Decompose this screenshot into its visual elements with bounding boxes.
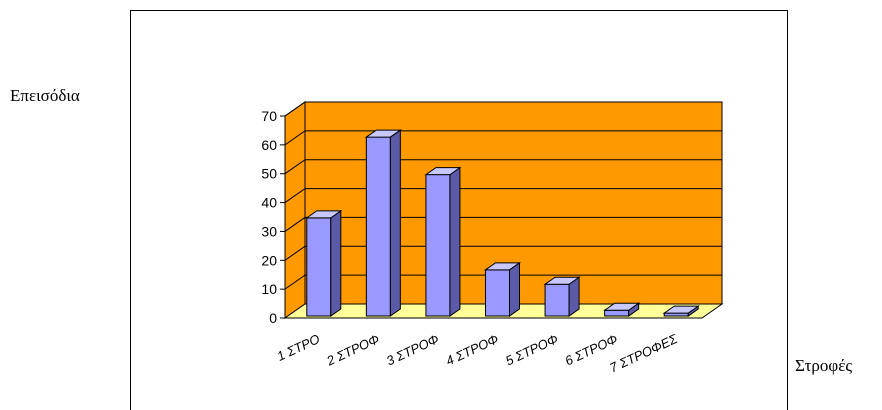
bar-front xyxy=(604,309,630,317)
y-tick-label: 10 xyxy=(261,281,277,297)
x-tick-label: 5 ΣΤΡΟΦ xyxy=(503,331,560,368)
y-tick-label: 60 xyxy=(261,137,277,153)
x-tick-label: 7 ΣΤΡΟΦΕΣ xyxy=(607,331,680,376)
gridline xyxy=(284,101,722,117)
bar-top xyxy=(424,167,462,176)
x-tick-label: 2 ΣΤΡΟΦ xyxy=(323,331,381,369)
bar-top xyxy=(543,276,581,285)
y-tick-label: 30 xyxy=(261,223,277,239)
y-tick-label: 40 xyxy=(261,195,277,211)
x-tick-label: 4 ΣΤΡΟΦ xyxy=(443,331,500,368)
y-tick-label: 0 xyxy=(269,310,277,326)
bar-side xyxy=(509,261,520,317)
y-tick-label: 50 xyxy=(261,166,277,182)
gridline xyxy=(284,159,722,175)
bar xyxy=(424,166,462,317)
bar-side xyxy=(330,209,342,317)
gridline xyxy=(284,130,722,146)
x-axis-label: Στροφές xyxy=(795,356,853,375)
side-wall xyxy=(284,101,306,319)
bar-front xyxy=(306,217,332,317)
y-tick-label: 70 xyxy=(261,108,277,124)
bar xyxy=(603,302,641,317)
bar-top xyxy=(305,210,343,219)
gridline xyxy=(284,188,722,203)
bar-top xyxy=(364,129,402,138)
gridline xyxy=(284,216,722,232)
bar-top xyxy=(483,262,522,271)
bar xyxy=(543,276,581,317)
x-tick-label: 3 ΣΤΡΟΦ xyxy=(384,331,441,368)
y-axis-label: Επεισόδια xyxy=(10,86,80,105)
bar xyxy=(305,209,343,317)
y-tick-label: 20 xyxy=(261,252,277,268)
gridline xyxy=(284,274,722,290)
bar-top xyxy=(603,302,641,311)
bar xyxy=(662,305,700,317)
bar xyxy=(483,261,522,317)
bar-side xyxy=(389,129,401,317)
bar-front xyxy=(425,174,451,317)
bar-front xyxy=(485,269,510,317)
bar-front xyxy=(544,283,570,317)
bar-side xyxy=(449,166,461,317)
x-tick-label: 1 ΣΤΡΟ xyxy=(275,331,322,364)
bar-top xyxy=(662,305,700,314)
gridline xyxy=(284,245,722,261)
bar xyxy=(364,129,402,317)
bar-front xyxy=(365,136,391,317)
